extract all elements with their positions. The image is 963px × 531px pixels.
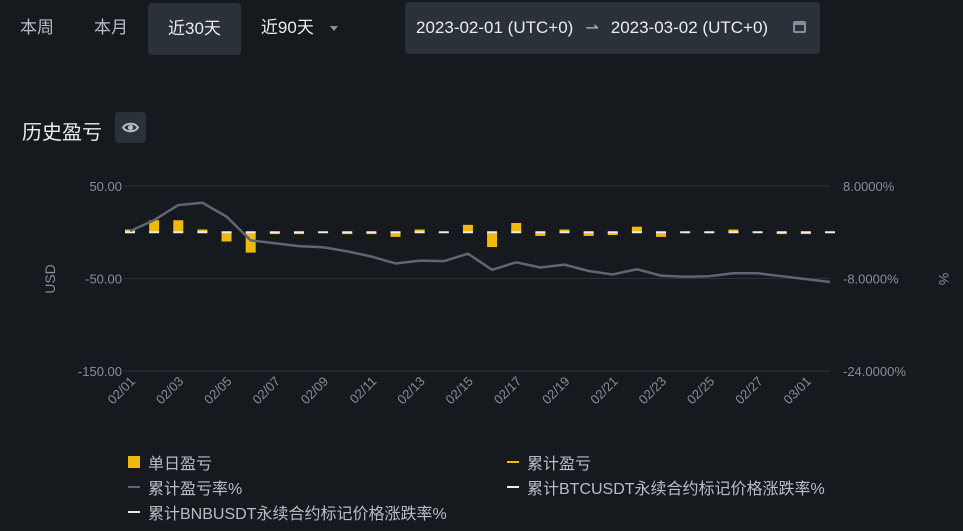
daily-pnl-bar: [511, 223, 522, 233]
pnl-chart: 50.00 8.0000% -50.00 -8.0000% -150.00 -24.000…: [42, 179, 952, 408]
date-range-picker[interactable]: 2023-02-01 (UTC+0) ⇀ 2023-03-02 (UTC+0): [405, 2, 820, 54]
left-tick-label: -50.00: [85, 272, 122, 287]
y-axis-label-right: %: [936, 273, 952, 285]
x-tick-label: 02/21: [587, 374, 621, 408]
daily-pnl-bar: [414, 229, 425, 233]
daily-pnl-bar: [559, 229, 570, 233]
x-tick-label: 02/19: [539, 374, 573, 408]
daily-pnl-bar: [197, 229, 208, 233]
legend-swatch: [128, 486, 140, 488]
tab-last-30-days[interactable]: 近30天: [148, 3, 241, 55]
daily-pnl-bar: [728, 229, 739, 233]
x-tick-label: 02/07: [249, 374, 283, 408]
daily-pnl-bar: [462, 224, 473, 233]
section-title: 历史盈亏: [22, 122, 102, 144]
x-tick-label: 02/11: [347, 374, 380, 407]
daily-pnl-bar: [173, 220, 184, 233]
tab-this-month[interactable]: 本月: [94, 18, 128, 37]
arrow-right-icon: ⇀: [585, 20, 599, 37]
left-tick-label: -150.00: [78, 364, 122, 379]
calendar-icon[interactable]: [793, 21, 806, 33]
tab-last-90-days-dropdown[interactable]: 近90天: [241, 2, 358, 54]
legend-label: 累计BNBUSDT永续合约标记价格涨跌率%: [148, 506, 447, 523]
daily-pnl-bar: [245, 232, 256, 253]
legend-item[interactable]: 单日盈亏: [128, 450, 212, 474]
daily-pnl-bar: [656, 232, 667, 237]
legend-item[interactable]: 累计BNBUSDT永续合约标记价格涨跌率%: [128, 500, 447, 524]
eye-icon: [121, 122, 140, 133]
cumulative-pnl-rate-line: [129, 201, 831, 284]
daily-pnl-bar: [583, 232, 594, 236]
x-tick-label: 02/05: [201, 374, 235, 408]
right-tick-label: 8.0000%: [843, 179, 895, 194]
legend-label: 累计BTCUSDT永续合约标记价格涨跌率%: [527, 481, 825, 498]
daily-pnl-bar: [221, 232, 232, 242]
y-axis-label-left: USD: [42, 264, 58, 294]
x-tick-label: 02/27: [732, 374, 766, 408]
legend-label: 累计盈亏: [527, 456, 592, 473]
date-start[interactable]: 2023-02-01 (UTC+0): [416, 18, 574, 37]
x-tick-label: 02/09: [298, 374, 332, 408]
x-tick-label: 02/23: [636, 374, 670, 408]
legend-swatch: [507, 461, 519, 463]
legend-item[interactable]: 累计BTCUSDT永续合约标记价格涨跌率%: [507, 475, 825, 499]
chevron-down-icon: [329, 25, 338, 31]
daily-pnl-bar: [535, 232, 546, 236]
x-tick-label: 02/15: [442, 374, 476, 408]
x-tick-label: 02/25: [684, 374, 718, 408]
eye-toggle-button[interactable]: [115, 112, 146, 143]
legend-label: 累计盈亏率%: [148, 481, 243, 498]
x-tick-label: 02/13: [394, 374, 428, 408]
daily-pnl-bar: [149, 220, 160, 233]
daily-pnl-bar: [487, 232, 498, 248]
legend-label: 单日盈亏: [148, 456, 213, 473]
legend-item[interactable]: 累计盈亏率%: [128, 475, 242, 499]
x-tick-label: 03/01: [780, 374, 814, 408]
daily-pnl-bar: [607, 232, 618, 236]
right-tick-label: -8.0000%: [843, 272, 899, 287]
x-tick-label: 02/03: [153, 374, 187, 408]
date-end[interactable]: 2023-03-02 (UTC+0): [610, 18, 769, 37]
daily-pnl-bar: [631, 226, 642, 233]
tab-this-week[interactable]: 本周: [20, 18, 54, 37]
legend-swatch: [507, 486, 519, 488]
left-tick-label: 50.00: [89, 179, 122, 194]
legend-swatch: [128, 456, 140, 468]
legend-swatch: [128, 511, 140, 513]
legend-item[interactable]: 累计盈亏: [507, 450, 591, 474]
dropdown-label: 近90天: [260, 18, 314, 37]
period-tabs: 本周 本月 近30天 近90天: [0, 0, 358, 56]
right-tick-label: -24.0000%: [843, 364, 906, 379]
x-tick-label: 02/17: [491, 374, 525, 408]
daily-pnl-bar: [390, 232, 401, 237]
